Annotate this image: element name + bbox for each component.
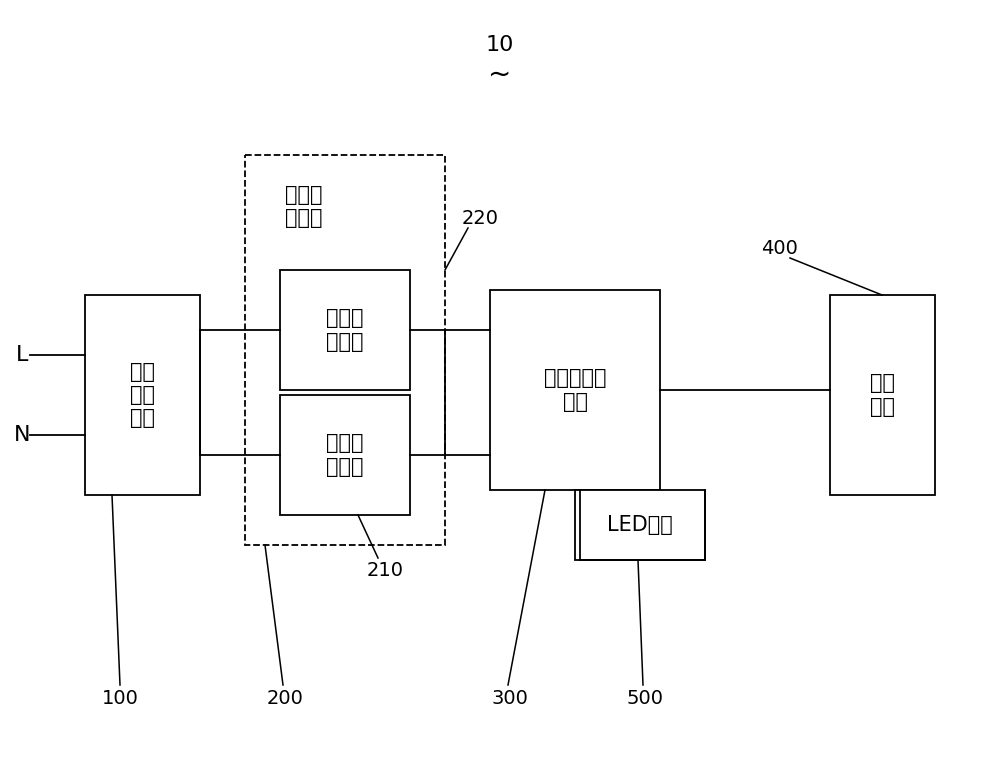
Text: 第一限
流单元: 第一限 流单元 — [326, 308, 364, 352]
Text: 可调光整流
芯片: 可调光整流 芯片 — [544, 369, 606, 411]
Text: 500: 500 — [626, 688, 664, 707]
Text: 分压
单元: 分压 单元 — [870, 373, 895, 417]
Text: 100: 100 — [102, 688, 138, 707]
Text: N: N — [14, 425, 30, 445]
Bar — [280, 395, 410, 515]
Bar — [245, 155, 445, 545]
Bar — [280, 270, 410, 390]
Bar — [830, 295, 935, 495]
Text: 输入
保护
单元: 输入 保护 单元 — [130, 362, 155, 428]
Text: 限流降
压模块: 限流降 压模块 — [285, 185, 322, 228]
Text: ~: ~ — [488, 61, 512, 89]
Text: 400: 400 — [762, 239, 798, 257]
Text: L: L — [16, 345, 28, 365]
Text: 200: 200 — [267, 688, 303, 707]
Text: 300: 300 — [492, 688, 528, 707]
Text: LED灯组: LED灯组 — [607, 515, 673, 535]
Text: 210: 210 — [366, 561, 404, 580]
Text: 220: 220 — [462, 208, 498, 227]
Text: 10: 10 — [486, 35, 514, 55]
Bar — [575, 490, 705, 560]
Bar — [490, 290, 660, 490]
Text: 第二限
流单元: 第二限 流单元 — [326, 433, 364, 477]
Bar — [85, 295, 200, 495]
